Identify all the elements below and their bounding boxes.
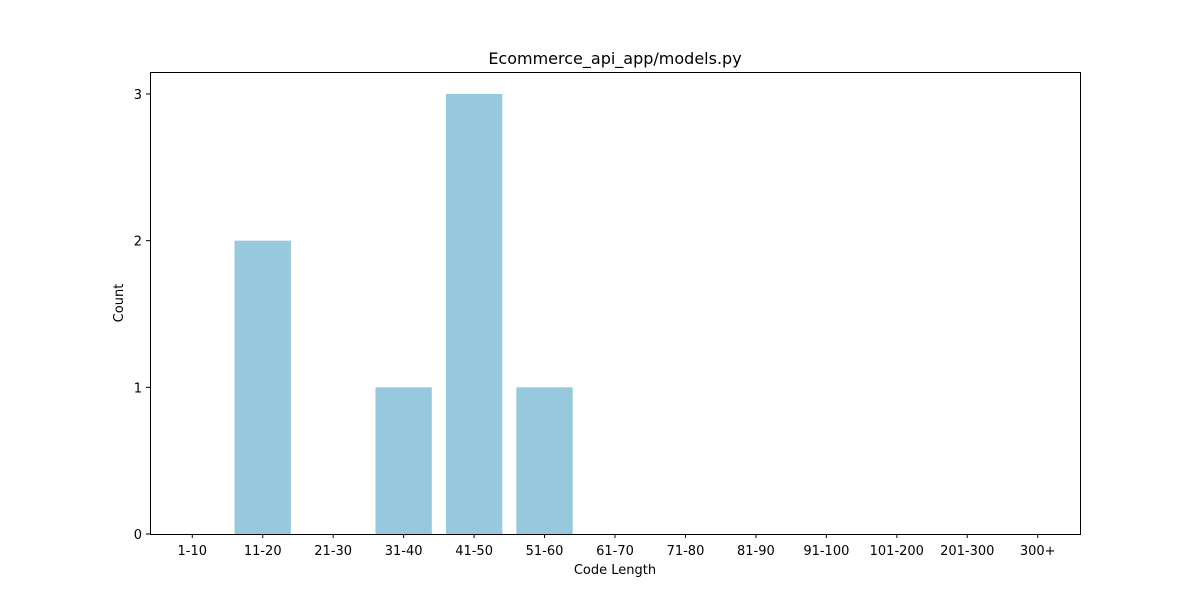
y-tick-label: 3 [134, 88, 142, 103]
x-axis-label: Code Length [574, 563, 656, 578]
y-axis-label: Count [112, 284, 127, 323]
x-tick-label: 81-90 [737, 544, 775, 559]
bar-31-40 [375, 387, 432, 534]
x-tick-label: 41-50 [455, 544, 493, 559]
x-tick-label: 61-70 [596, 544, 634, 559]
bar-41-50 [445, 94, 503, 534]
y-tick-label: 1 [134, 381, 142, 396]
x-tick-label: 1-10 [178, 544, 208, 559]
x-tick-label: 201-300 [940, 544, 994, 559]
x-tick-label: 51-60 [526, 544, 564, 559]
x-axis-ticks: 1-10 11-20 21-30 31-40 41-50 51-60 61-70 71-80 8… [178, 534, 1056, 559]
x-tick-label: 31-40 [385, 544, 423, 559]
x-tick-label: 300+ [1020, 544, 1056, 559]
plot-area-frame [150, 72, 1081, 535]
chart-title: Ecommerce_api_app/models.py [488, 49, 741, 69]
y-tick-label: 0 [134, 528, 142, 543]
x-tick-label: 71-80 [667, 544, 705, 559]
x-tick-label: 11-20 [244, 544, 282, 559]
bars-group [234, 94, 573, 535]
x-tick-label: 21-30 [314, 544, 352, 559]
y-axis-ticks: 0 1 2 3 [134, 88, 150, 543]
x-tick-label: 101-200 [870, 544, 924, 559]
y-tick-label: 2 [134, 235, 142, 250]
bar-51-60 [516, 387, 573, 534]
bar-11-20 [234, 240, 291, 535]
x-tick-label: 91-100 [803, 544, 849, 559]
